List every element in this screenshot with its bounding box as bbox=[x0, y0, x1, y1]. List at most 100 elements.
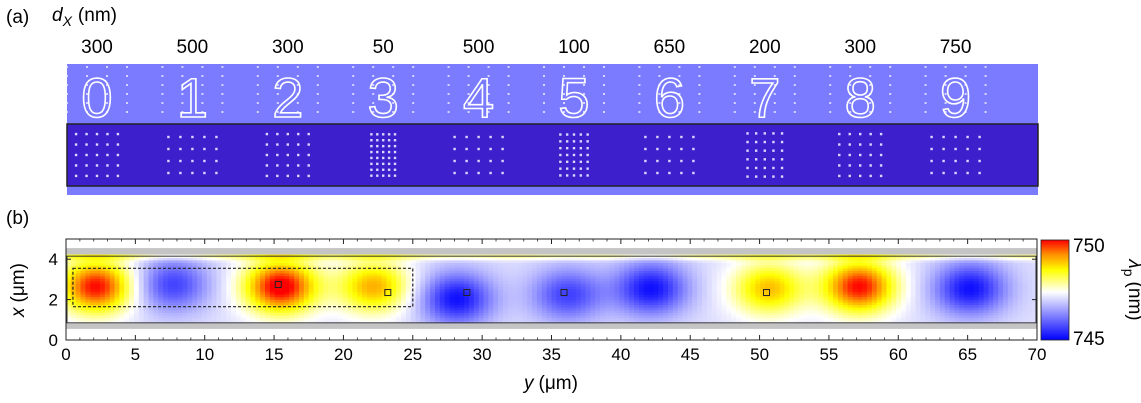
heatmap-cell bbox=[211, 299, 218, 303]
heatmap-cell bbox=[881, 278, 888, 282]
dot bbox=[678, 111, 681, 113]
heatmap-cell bbox=[201, 262, 208, 266]
heatmap-cell bbox=[570, 307, 577, 311]
dot bbox=[638, 102, 641, 104]
heatmap-cell bbox=[197, 296, 203, 300]
heatmap-cell bbox=[459, 314, 465, 319]
heatmap-cell bbox=[114, 270, 121, 274]
heatmap-cell bbox=[721, 314, 727, 319]
heatmap-cell bbox=[881, 275, 888, 279]
dot bbox=[668, 147, 671, 151]
heatmap-cell bbox=[697, 259, 703, 264]
heatmap-cell bbox=[284, 288, 290, 292]
heatmap-cell bbox=[692, 288, 698, 292]
heatmap-cell bbox=[66, 278, 72, 282]
heatmap-cell bbox=[192, 293, 198, 298]
heatmap-cell bbox=[847, 286, 854, 290]
heatmap-cell bbox=[415, 293, 422, 298]
heatmap-cell bbox=[386, 299, 392, 303]
heatmap-cell bbox=[240, 262, 247, 266]
heatmap-cell bbox=[609, 312, 616, 316]
heatmap-cell bbox=[95, 265, 101, 269]
heatmap-cell bbox=[789, 309, 795, 313]
dot bbox=[86, 84, 88, 86]
heatmap-cell bbox=[449, 280, 455, 285]
heatmap-cell bbox=[692, 270, 698, 274]
heatmap-cell bbox=[833, 307, 839, 311]
heatmap-cell bbox=[488, 312, 494, 316]
heatmap-cell bbox=[779, 293, 786, 298]
heatmap-cell bbox=[362, 262, 368, 266]
heatmap-cell bbox=[502, 312, 509, 316]
heatmap-cell bbox=[133, 265, 140, 269]
heatmap-cell bbox=[522, 314, 528, 319]
heatmap-cell bbox=[697, 272, 703, 277]
dot-arrays bbox=[66, 66, 987, 178]
heatmap-cell bbox=[269, 312, 276, 316]
heatmap-cell bbox=[197, 301, 203, 306]
heatmap-cell bbox=[279, 317, 286, 321]
heatmap-cell bbox=[891, 270, 897, 274]
heatmap-cell bbox=[517, 267, 523, 271]
heatmap-cell bbox=[328, 278, 334, 282]
sample-digit: 1 bbox=[177, 66, 208, 129]
heatmap-cell bbox=[158, 278, 164, 282]
heatmap-cell bbox=[643, 320, 650, 324]
heatmap-cell bbox=[774, 275, 781, 279]
heatmap-cell bbox=[95, 309, 101, 313]
heatmap-cell bbox=[653, 286, 659, 290]
heatmap-cell bbox=[488, 275, 494, 279]
heatmap-cell bbox=[755, 320, 761, 324]
heatmap-cell bbox=[755, 296, 761, 300]
heatmap-cell bbox=[755, 262, 761, 266]
heatmap-cell bbox=[425, 304, 431, 308]
heatmap-cell bbox=[95, 320, 101, 324]
heatmap-cell bbox=[532, 272, 538, 277]
heatmap-cell bbox=[488, 265, 494, 269]
heatmap-cell bbox=[867, 283, 873, 287]
heatmap-cell bbox=[439, 272, 446, 277]
dot bbox=[924, 102, 927, 104]
heatmap-cell bbox=[551, 272, 557, 277]
dot bbox=[106, 75, 108, 77]
heatmap-cell bbox=[833, 317, 839, 321]
heatmap-cell bbox=[522, 293, 528, 298]
heatmap-cell bbox=[294, 296, 300, 300]
heatmap-cell bbox=[823, 270, 829, 274]
heatmap-cell bbox=[876, 320, 883, 324]
heatmap-cell bbox=[765, 270, 771, 274]
heatmap-cell bbox=[468, 320, 475, 324]
heatmap-cell bbox=[862, 262, 868, 266]
heatmap-cell bbox=[881, 291, 888, 295]
heatmap-cell bbox=[502, 304, 509, 308]
heatmap-cell bbox=[813, 291, 820, 295]
heatmap-cell bbox=[493, 312, 499, 316]
heatmap-cell bbox=[867, 320, 873, 324]
heatmap-cell bbox=[425, 267, 431, 271]
heatmap-cell bbox=[410, 280, 417, 285]
heatmap-cell bbox=[410, 288, 417, 292]
heatmap-cell bbox=[570, 275, 577, 279]
heatmap-cell bbox=[119, 257, 125, 261]
heatmap-cell bbox=[779, 272, 786, 277]
heatmap-cell bbox=[498, 307, 504, 311]
dot bbox=[668, 171, 671, 175]
heatmap-cell bbox=[493, 259, 499, 264]
heatmap-cell bbox=[600, 317, 606, 321]
heatmap-cell bbox=[604, 301, 611, 306]
heatmap-cell bbox=[609, 307, 616, 311]
heatmap-cell bbox=[541, 265, 548, 269]
heatmap-cell bbox=[784, 304, 790, 308]
heatmap-cell bbox=[517, 286, 523, 290]
heatmap-cell bbox=[566, 257, 572, 261]
heatmap-cell bbox=[129, 296, 135, 300]
heatmap-cell bbox=[333, 317, 339, 321]
heatmap-cell bbox=[799, 283, 805, 287]
heatmap-cell bbox=[250, 278, 256, 282]
heatmap-cell bbox=[643, 307, 650, 311]
heatmap-cell bbox=[182, 280, 188, 285]
heatmap-cell bbox=[837, 257, 844, 261]
heatmap-cell bbox=[755, 272, 761, 277]
heatmap-cell bbox=[289, 267, 295, 271]
dot bbox=[106, 66, 108, 68]
